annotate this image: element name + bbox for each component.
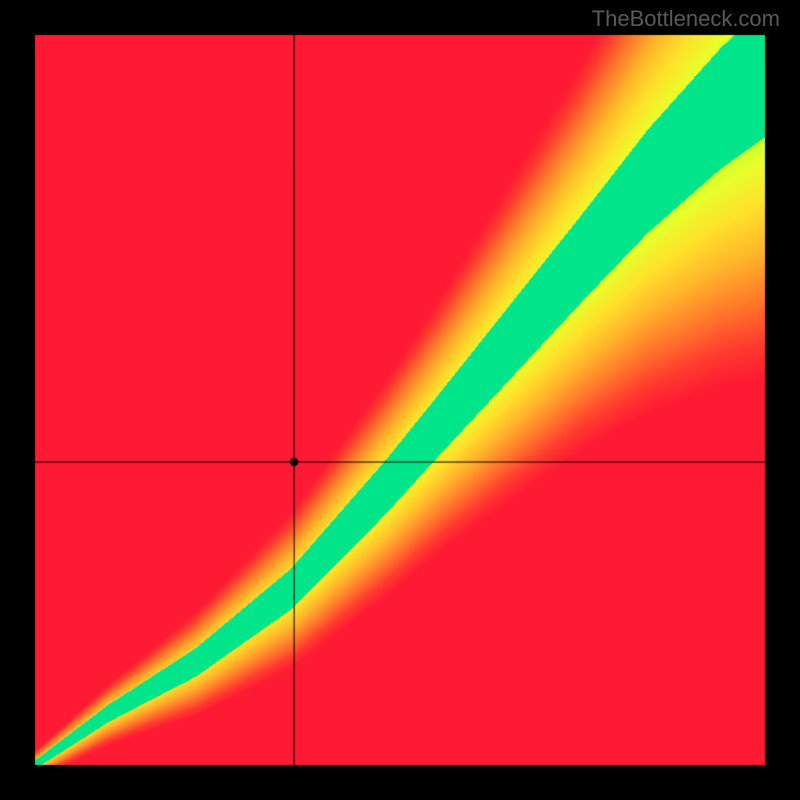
chart-container: TheBottleneck.com: [0, 0, 800, 800]
watermark-text: TheBottleneck.com: [592, 6, 780, 32]
bottleneck-heatmap-canvas: [0, 0, 800, 800]
